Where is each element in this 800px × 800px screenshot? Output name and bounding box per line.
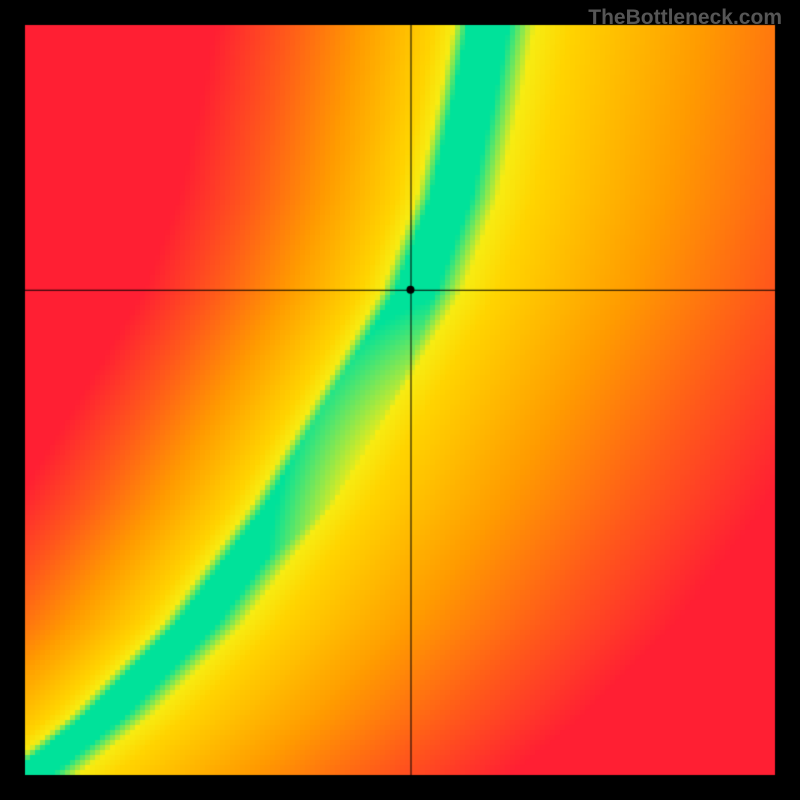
bottleneck-heatmap [0, 0, 800, 800]
watermark-text: TheBottleneck.com [588, 6, 782, 30]
